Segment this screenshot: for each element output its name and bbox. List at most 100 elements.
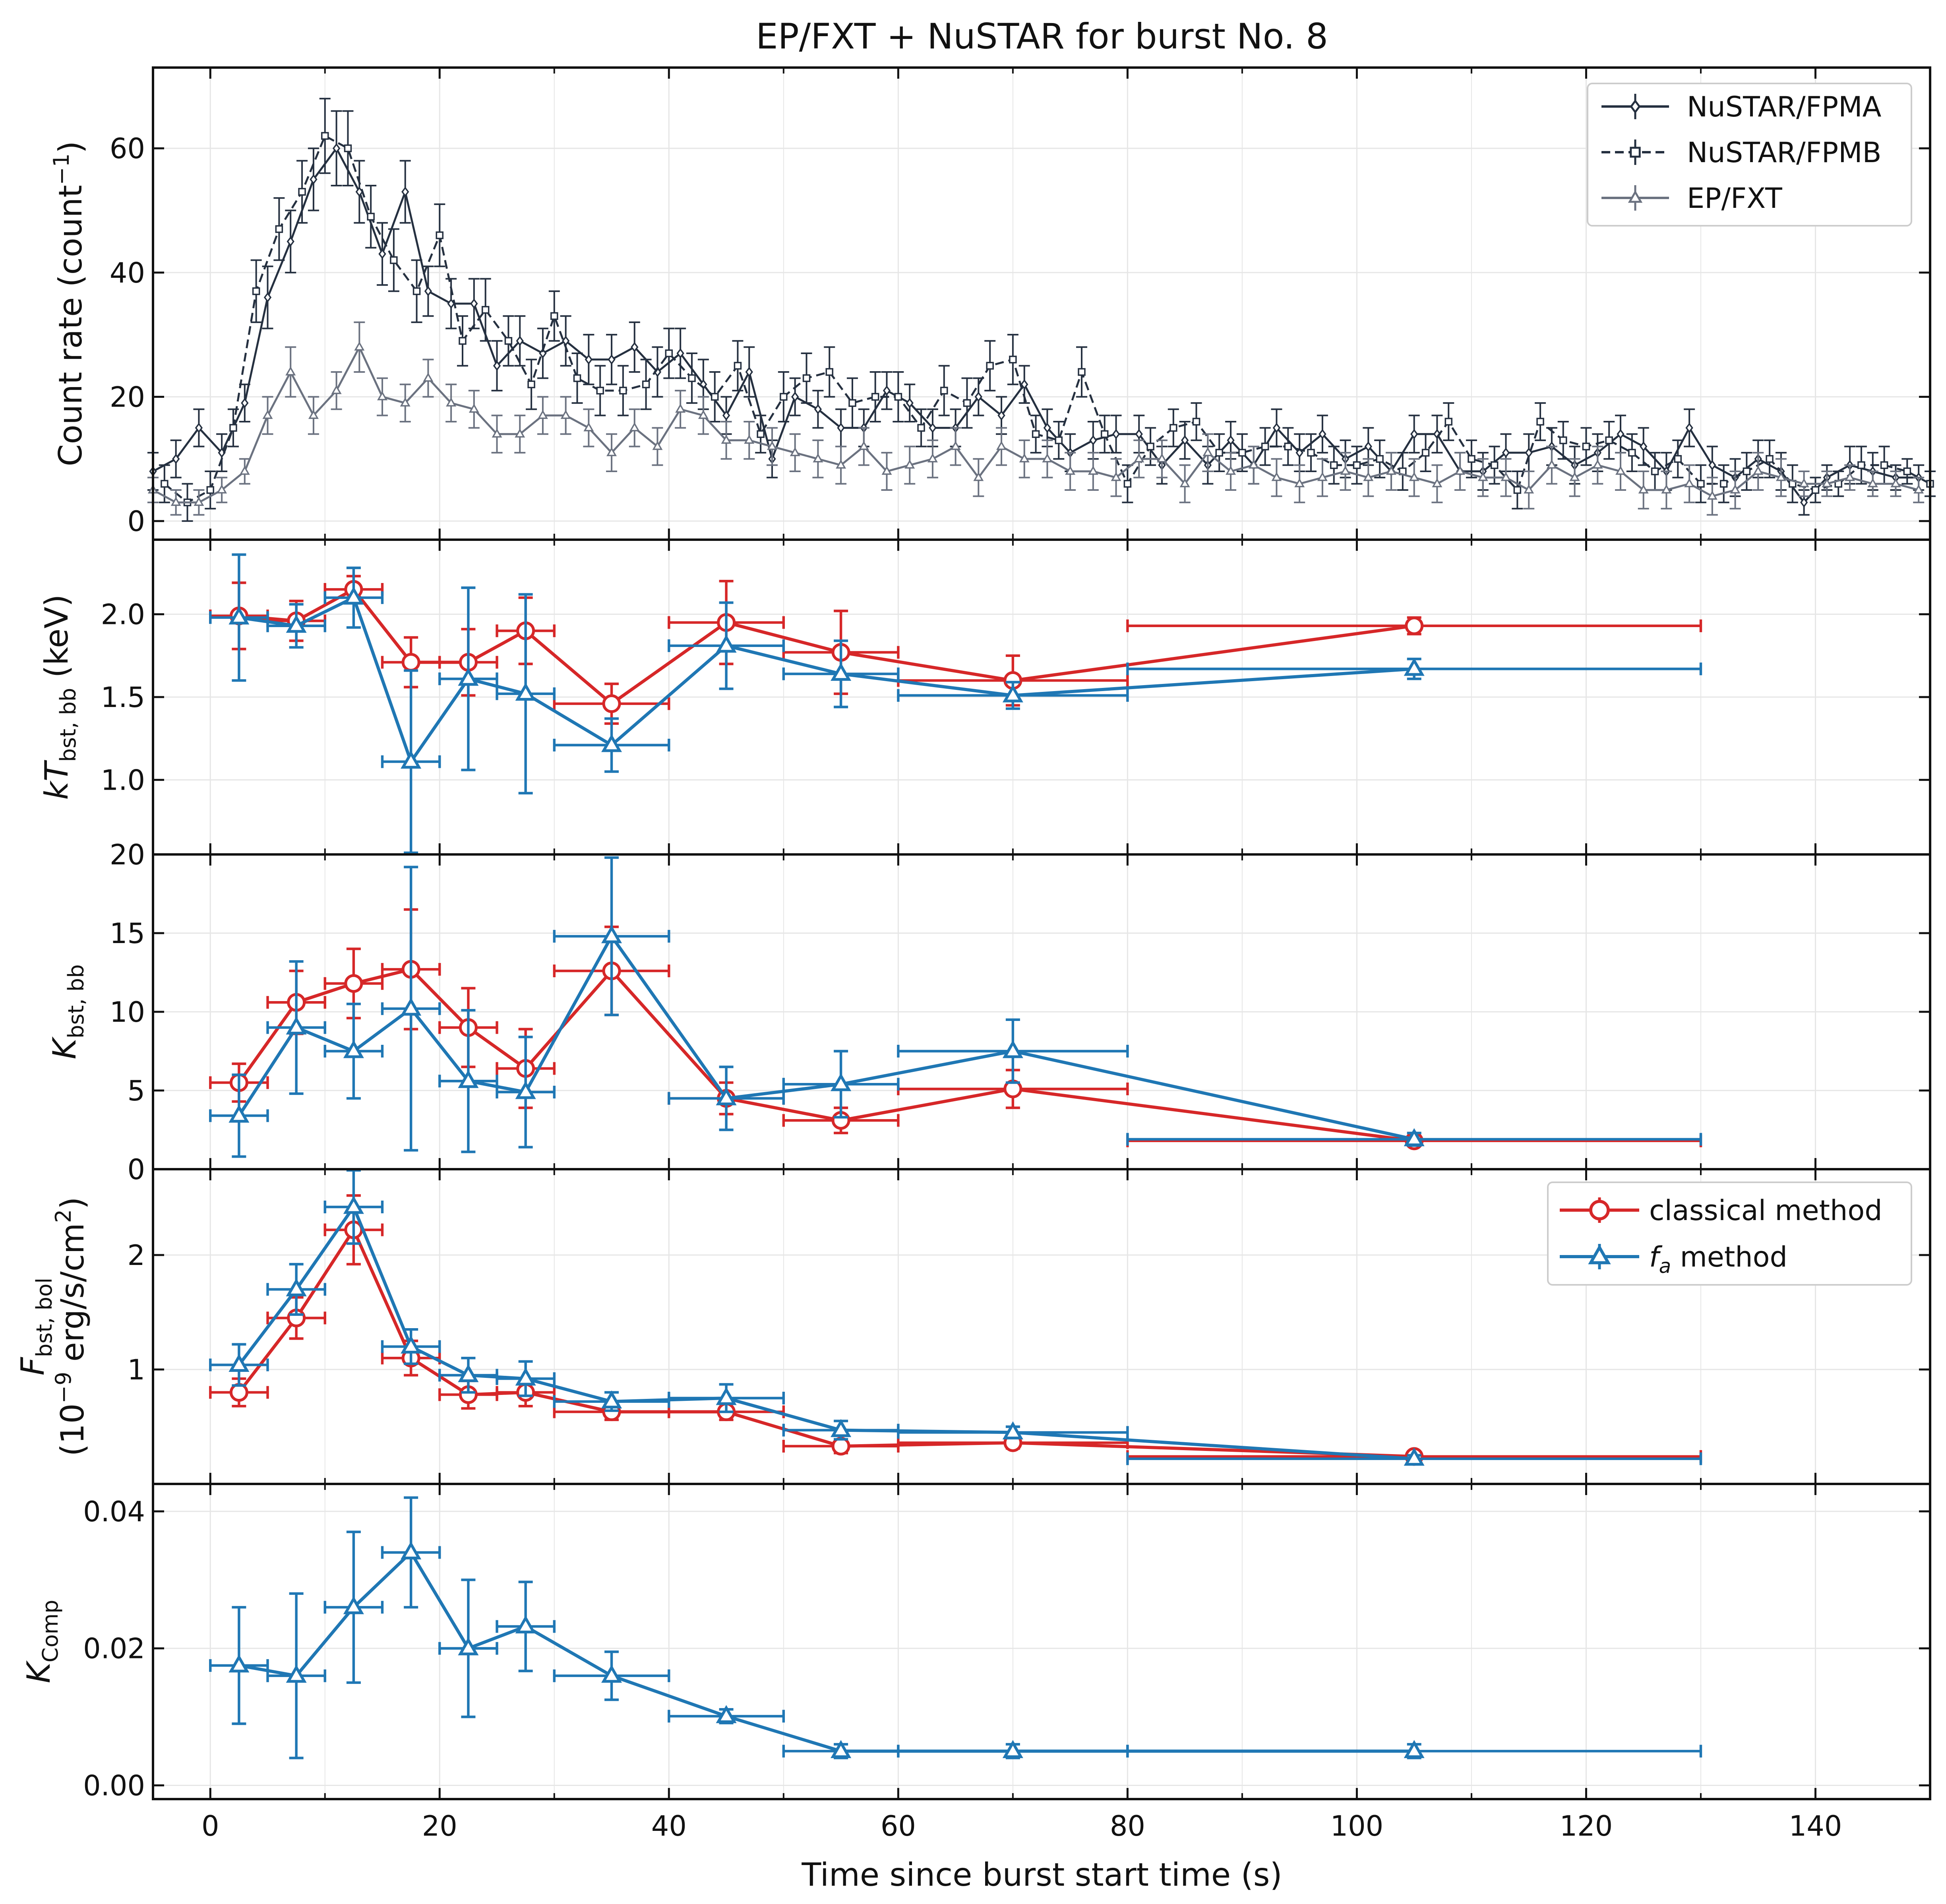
label-part: (10 (54, 1403, 91, 1456)
data-point (1043, 422, 1051, 433)
data-point (285, 366, 296, 376)
data-point (1123, 480, 1132, 488)
data-point (904, 459, 915, 469)
label-part: erg/s/cm (54, 1223, 91, 1371)
data-point (172, 453, 180, 464)
data-point (1215, 449, 1223, 457)
data-point (1134, 453, 1144, 463)
data-point (1170, 424, 1177, 432)
label-part: ) (54, 1197, 91, 1209)
data-point (252, 287, 260, 295)
data-point (573, 374, 581, 382)
data-point (1640, 441, 1648, 452)
data-point (424, 286, 432, 296)
data-point (1501, 472, 1511, 481)
data-point (228, 1354, 250, 1372)
data-point (767, 441, 778, 450)
data-point (716, 1087, 737, 1106)
data-point (515, 1367, 536, 1386)
x-axis-label: Time since burst start time (s) (801, 1856, 1282, 1893)
data-point (458, 1070, 479, 1088)
data-point (446, 397, 457, 407)
data-point (1890, 478, 1901, 488)
data-point (263, 292, 272, 303)
data-point (287, 236, 294, 247)
x-tick-label: 0 (201, 1810, 219, 1842)
data-point (1913, 484, 1924, 494)
data-point (831, 1437, 850, 1456)
data-point (1753, 466, 1764, 475)
data-point (458, 1364, 479, 1382)
data-point (1582, 442, 1590, 451)
data-point (814, 404, 822, 415)
data-point (194, 497, 204, 506)
y-tick-label: 1.5 (101, 681, 145, 714)
label-part: 2 (51, 1209, 76, 1223)
data-point (1455, 466, 1466, 475)
legend: classical method fa method (1547, 1182, 1912, 1286)
data-point (631, 342, 639, 353)
data-point (1661, 484, 1672, 494)
y-tick-label: 20 (110, 839, 145, 871)
data-point (1546, 459, 1557, 469)
data-point (1536, 418, 1544, 426)
data-point (1202, 447, 1213, 456)
data-point (1409, 472, 1419, 481)
data-point (1559, 436, 1567, 444)
legend-marker (1630, 99, 1641, 114)
data-point (1477, 472, 1488, 481)
data-point (881, 466, 892, 475)
data-point (1404, 1447, 1425, 1466)
data-point (170, 497, 181, 506)
y-tick-label: 10 (110, 996, 145, 1029)
legend-frame (1587, 83, 1912, 227)
figure-title: EP/FXT + NuSTAR for burst No. 8 (756, 16, 1328, 57)
y-tick-label: 15 (110, 917, 145, 950)
data-point (1404, 1128, 1425, 1147)
data-point (1294, 478, 1305, 488)
y-axis-label: kTbst, bb (keV) (38, 595, 81, 800)
data-point (1089, 435, 1097, 445)
legend-marker (1588, 1244, 1611, 1265)
series-fa (209, 553, 1702, 854)
label-part: K (20, 1660, 57, 1683)
data-point (601, 1664, 622, 1683)
data-point (1135, 429, 1143, 440)
data-point (601, 734, 622, 752)
data-point (1569, 472, 1580, 481)
x-tick-label: 100 (1330, 1810, 1384, 1842)
series-fa (209, 856, 1702, 1158)
data-point (1490, 461, 1499, 469)
data-point (1146, 442, 1154, 451)
x-tick-label: 120 (1560, 1810, 1613, 1842)
data-point (1179, 478, 1190, 488)
data-point (722, 410, 730, 421)
data-point (469, 403, 479, 413)
data-point (343, 1195, 364, 1214)
data-point (950, 441, 961, 450)
label-part: method (1680, 1241, 1787, 1273)
legend-label: classical method (1649, 1194, 1882, 1227)
data-point (344, 144, 352, 152)
data-point (940, 387, 948, 395)
series-fa (209, 1169, 1702, 1466)
data-point (228, 1654, 250, 1673)
data-point (436, 231, 444, 239)
data-point (1376, 455, 1384, 463)
data-point (883, 385, 891, 396)
data-point (1078, 368, 1086, 376)
data-point (1271, 472, 1282, 481)
data-point (1615, 466, 1626, 475)
y-axis-label: KComp (20, 1600, 63, 1683)
data-point (1867, 478, 1878, 488)
data-point (871, 393, 879, 401)
data-point (1730, 484, 1741, 494)
data-point (1088, 466, 1098, 475)
data-point (734, 362, 742, 370)
data-point (310, 174, 318, 185)
data-point (390, 256, 398, 264)
data-point (262, 410, 273, 419)
y-axis-label: Count rate (count−1) (49, 141, 89, 467)
data-point (1410, 429, 1418, 440)
